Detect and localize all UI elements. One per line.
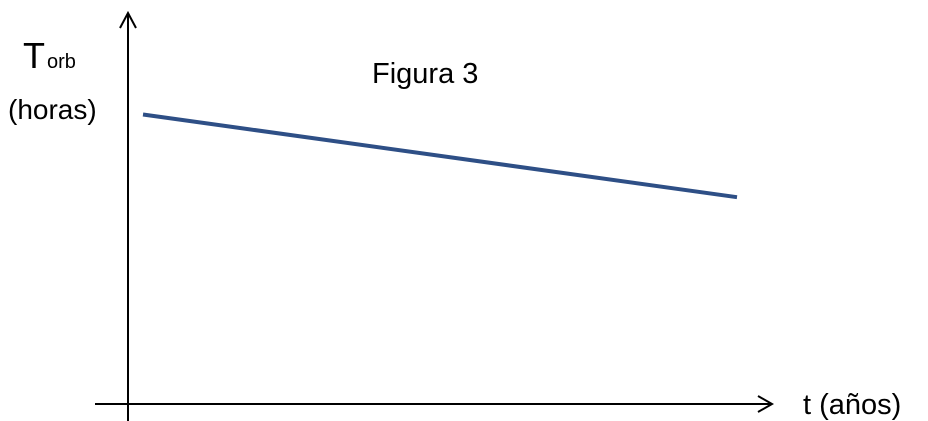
x-axis-label: t (años): [803, 389, 901, 421]
chart-title: Figura 3: [372, 58, 478, 90]
y-axis-unit: (horas): [8, 94, 97, 125]
y-axis-subscript: orb: [47, 51, 76, 73]
series-line: [142, 112, 738, 200]
y-axis-symbol: T: [23, 35, 45, 76]
y-axis-arrowhead: [119, 10, 137, 29]
x-axis-arrowhead: [757, 395, 775, 413]
